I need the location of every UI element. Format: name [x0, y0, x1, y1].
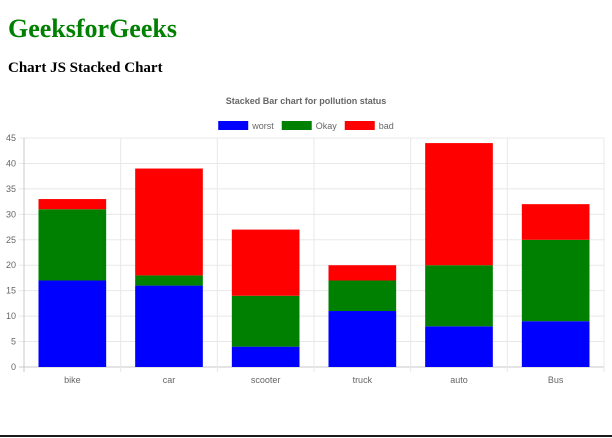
y-tick-label: 25 [6, 235, 16, 245]
y-tick-label: 5 [11, 337, 16, 347]
bar-bad-bus[interactable] [521, 204, 590, 240]
legend-swatch [281, 121, 312, 130]
y-tick-label: 40 [6, 158, 16, 168]
x-tick-label: car [163, 375, 176, 385]
legend-swatch [344, 121, 375, 130]
bar-bad-car[interactable] [135, 168, 203, 276]
legend-swatch [218, 121, 249, 130]
legend-label: Okay [316, 121, 338, 131]
legend-label: worst [251, 121, 274, 131]
bar-bad-auto[interactable] [425, 143, 493, 266]
bar-worst-car[interactable] [135, 285, 203, 367]
bar-okay-scooter[interactable] [231, 295, 300, 347]
chart-gridlines [19, 137, 605, 372]
x-tick-label: auto [450, 375, 468, 385]
bar-okay-truck[interactable] [328, 280, 397, 312]
chart-axes: 0 5 10 15 20 25 30 35 40 45 bike car scooter truck aut… [6, 133, 564, 385]
page-heading: Chart JS Stacked Chart [8, 60, 163, 76]
bar-okay-bike[interactable] [38, 209, 107, 281]
bar-worst-bike[interactable] [38, 280, 107, 367]
legend-item-worst[interactable]: worst [218, 121, 274, 131]
bottom-divider [0, 435, 612, 437]
bar-worst-bus[interactable] [521, 321, 590, 367]
x-tick-label: Bus [548, 375, 564, 385]
x-tick-label: scooter [251, 375, 281, 385]
site-title: GeeksforGeeks [8, 14, 177, 43]
legend-label: bad [379, 121, 394, 131]
y-tick-label: 20 [6, 260, 16, 270]
bar-okay-car[interactable] [135, 275, 203, 286]
chart-bars [38, 143, 590, 367]
chart-title: Stacked Bar chart for pollution status [226, 96, 387, 106]
bar-bad-scooter[interactable] [231, 229, 300, 296]
x-tick-label: truck [353, 375, 373, 385]
chart-legend: worst Okay bad [218, 121, 394, 131]
bar-okay-auto[interactable] [425, 265, 493, 327]
legend-item-bad[interactable]: bad [344, 121, 394, 131]
y-tick-label: 45 [6, 133, 16, 143]
y-tick-label: 30 [6, 209, 16, 219]
bar-worst-scooter[interactable] [231, 346, 300, 367]
y-tick-label: 0 [11, 362, 16, 372]
bar-okay-bus[interactable] [521, 239, 590, 322]
x-tick-label: bike [64, 375, 81, 385]
y-tick-label: 10 [6, 311, 16, 321]
bar-worst-auto[interactable] [425, 326, 493, 367]
bar-bad-bike[interactable] [38, 199, 107, 210]
y-tick-label: 35 [6, 184, 16, 194]
bar-worst-truck[interactable] [328, 311, 397, 367]
legend-item-okay[interactable]: Okay [281, 121, 338, 131]
y-tick-label: 15 [6, 286, 16, 296]
bar-bad-truck[interactable] [328, 265, 397, 281]
